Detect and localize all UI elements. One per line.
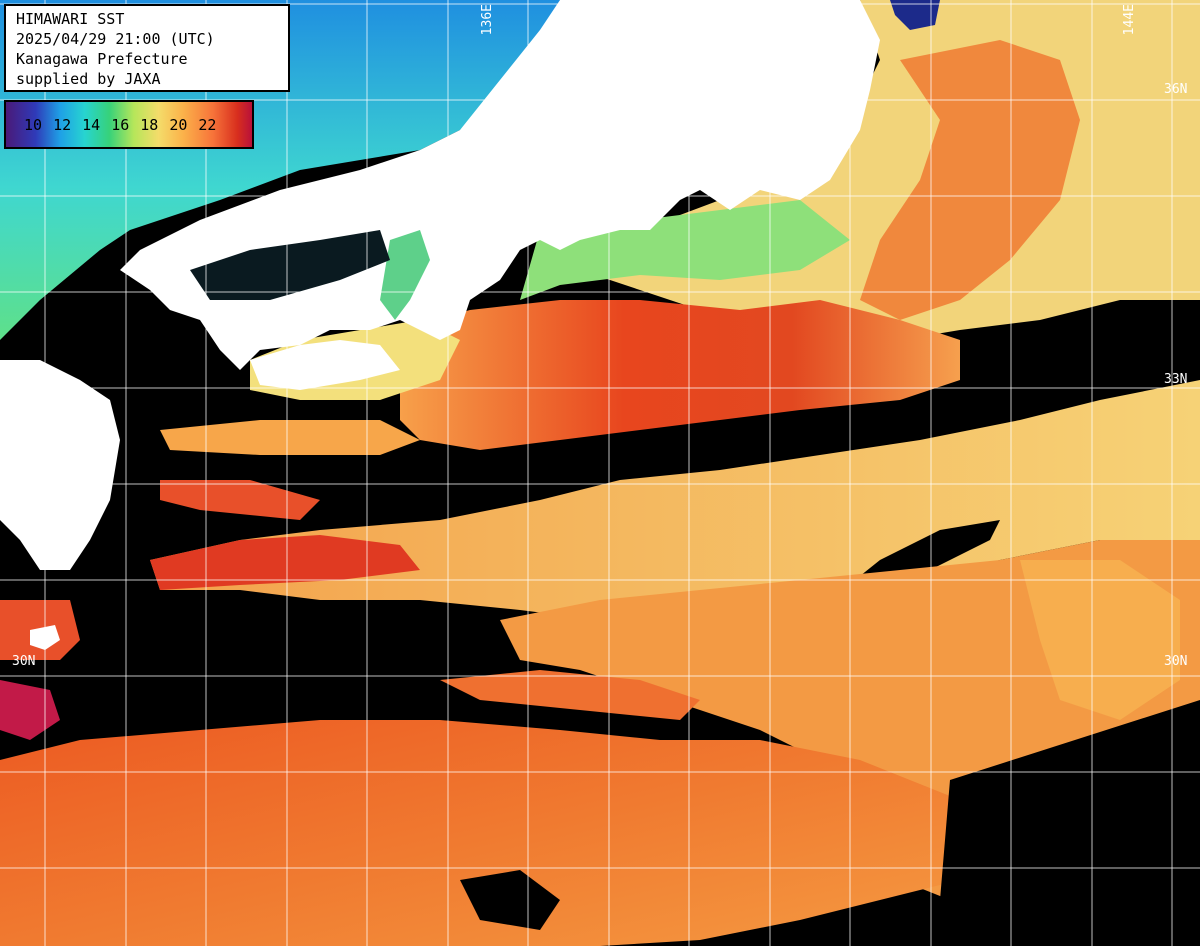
colorbar-label-12: 12 bbox=[53, 116, 72, 134]
cold-pocket-north bbox=[890, 0, 940, 30]
warm-eddy-east bbox=[1020, 560, 1180, 720]
colorbar-label-14: 14 bbox=[82, 116, 101, 134]
cloud-southeast bbox=[940, 700, 1200, 946]
warm-region-south bbox=[0, 720, 1000, 946]
warm-streak-2 bbox=[160, 480, 320, 520]
longitude-label-144e: 144E bbox=[1122, 4, 1137, 36]
latitude-label-30n-right: 30N bbox=[1164, 654, 1188, 669]
kuroshio-current bbox=[400, 300, 960, 450]
colorbar-label-20: 20 bbox=[169, 116, 188, 134]
warm-streak-1 bbox=[160, 420, 420, 455]
colorbar-labels: 10 12 14 16 18 20 22 bbox=[24, 116, 216, 134]
info-panel: HIMAWARI SST 2025/04/29 21:00 (UTC) Kana… bbox=[4, 4, 290, 92]
colorbar-label-16: 16 bbox=[111, 116, 130, 134]
warm-streak-3 bbox=[440, 670, 700, 720]
hot-patch-central-west bbox=[150, 535, 420, 590]
latitude-label-33n: 33N bbox=[1164, 372, 1188, 387]
colorbar-label-22: 22 bbox=[198, 116, 217, 134]
latitude-label-30n-left: 30N bbox=[12, 654, 36, 669]
kyushu-landmass bbox=[0, 360, 120, 570]
organization-label: Kanagawa Prefecture bbox=[16, 50, 188, 68]
seto-inland-sea bbox=[190, 230, 390, 300]
colorbar-label-18: 18 bbox=[140, 116, 159, 134]
temperature-colorbar: 10 12 14 16 18 20 22 bbox=[4, 100, 254, 149]
cloud-south bbox=[460, 870, 560, 930]
credit-label: supplied by JAXA bbox=[16, 70, 161, 88]
latitude-label-36n: 36N bbox=[1164, 82, 1188, 97]
observation-datetime: 2025/04/29 21:00 (UTC) bbox=[16, 30, 215, 48]
warm-eddy-northeast bbox=[860, 40, 1080, 320]
colorbar-label-10: 10 bbox=[24, 116, 43, 134]
map-title: HIMAWARI SST bbox=[16, 10, 125, 28]
longitude-label-136e: 136E bbox=[480, 4, 495, 36]
osaka-bay bbox=[380, 230, 430, 320]
